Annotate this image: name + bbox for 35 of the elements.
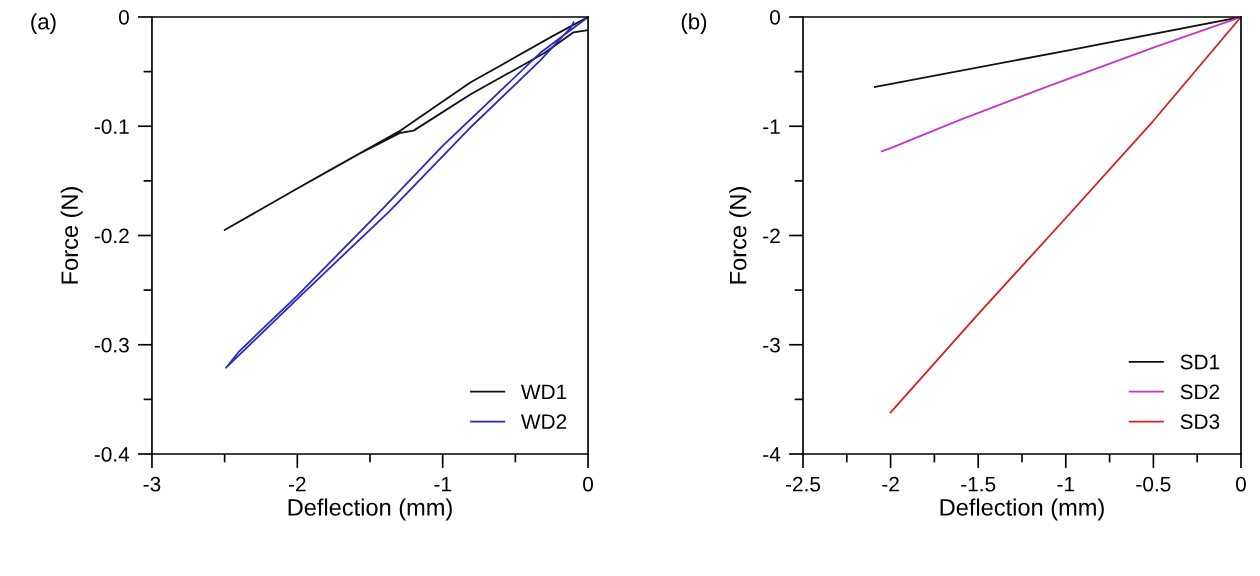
x-axis-title: Deflection (mm) [288,498,452,521]
text: (a) [31,13,56,34]
y-axis-title: Force (N) [60,187,83,284]
legend-label: WD2 [521,414,567,429]
legend-label: WD1 [521,384,567,400]
y-tick-label: -4 [763,447,781,462]
x-tick-label: 0 [1236,476,1246,492]
y-tick-label: -1 [763,119,780,134]
y-axis-title: Force (N) [729,187,752,284]
line-series [223,16,589,231]
x-tick-label: -2 [288,476,306,492]
x-tick-label: -2.5 [785,476,821,492]
y-tick-label: -0.1 [94,119,129,134]
line-series [225,16,589,369]
y-tick-label: 0 [770,9,780,25]
x-axis-title: Deflection (mm) [940,498,1104,521]
line-series [880,16,1241,153]
x-tick-label: -1 [1057,476,1075,492]
y-tick-label: -0.4 [94,447,130,462]
x-tick-label: -0.5 [1136,476,1171,492]
y-tick-label: -3 [763,337,780,353]
line-series [889,16,1241,414]
x-tick-label: -3 [143,476,161,492]
y-tick-label: -2 [763,228,780,244]
y-tick-label: 0 [118,9,129,25]
x-tick-label: -2 [882,476,899,492]
y-tick-label: -0.2 [94,228,129,244]
text: (b) [681,13,707,34]
legend-label: SD1 [1180,354,1220,370]
y-tick-label: -0.3 [94,337,129,353]
x-tick-label: 0 [583,476,594,492]
x-tick-label: -1.5 [961,476,996,492]
legend-label: SD2 [1180,384,1220,400]
x-tick-label: -1 [434,476,451,492]
legend-label: SD3 [1180,414,1220,430]
